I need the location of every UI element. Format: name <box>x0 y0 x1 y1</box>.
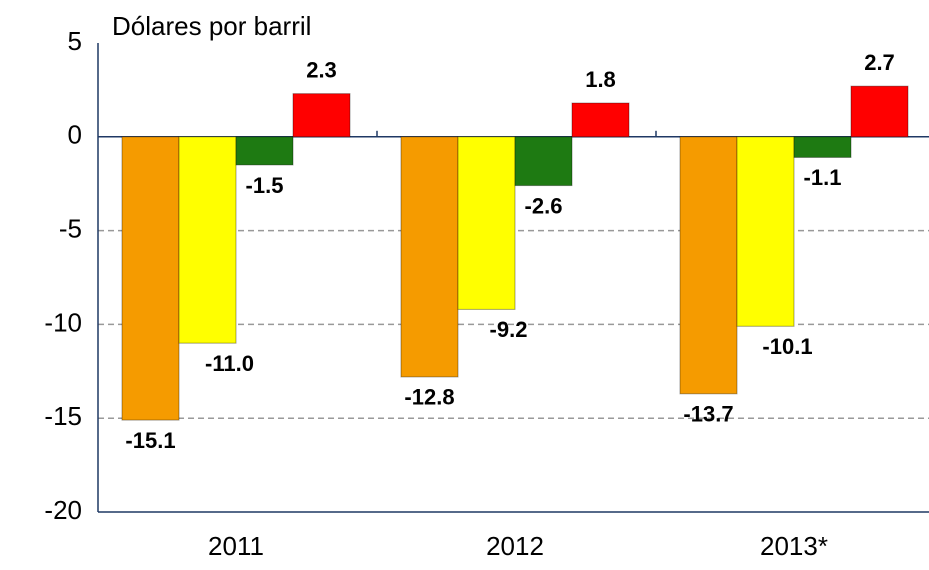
y-tick-label: -10 <box>44 307 82 337</box>
value-label: -11.0 <box>205 351 254 376</box>
value-label: -15.1 <box>125 428 175 453</box>
y-tick-label: 0 <box>68 120 82 150</box>
value-label: -13.7 <box>683 402 733 427</box>
value-label: -10.1 <box>762 334 812 359</box>
value-label: 2.7 <box>864 50 895 75</box>
bar <box>400 136 459 378</box>
y-axis-label: Dólares por barril <box>112 11 311 41</box>
y-tick-label: 5 <box>68 26 82 56</box>
value-label: 1.8 <box>585 67 616 92</box>
x-tick-label: 2013* <box>760 531 828 561</box>
value-label: 2.3 <box>306 57 337 82</box>
value-label: -1.5 <box>246 173 284 198</box>
x-tick-label: 2012 <box>486 531 544 561</box>
bar <box>292 93 351 138</box>
bar <box>178 136 237 344</box>
y-tick-label: -5 <box>59 213 82 243</box>
value-label: -9.2 <box>490 317 528 342</box>
bar <box>736 136 795 327</box>
bar <box>571 102 630 138</box>
bar <box>679 136 738 395</box>
y-tick-label: -15 <box>44 401 82 431</box>
y-tick-label: -20 <box>44 495 82 525</box>
bar <box>850 85 909 138</box>
bar <box>793 136 852 158</box>
bar <box>514 136 573 187</box>
value-label: -1.1 <box>804 165 842 190</box>
x-tick-label: 2011 <box>208 531 264 561</box>
value-label: -2.6 <box>525 193 563 218</box>
bar <box>235 136 294 166</box>
bar <box>457 136 516 310</box>
value-label: -12.8 <box>404 385 454 410</box>
bar <box>121 136 180 421</box>
